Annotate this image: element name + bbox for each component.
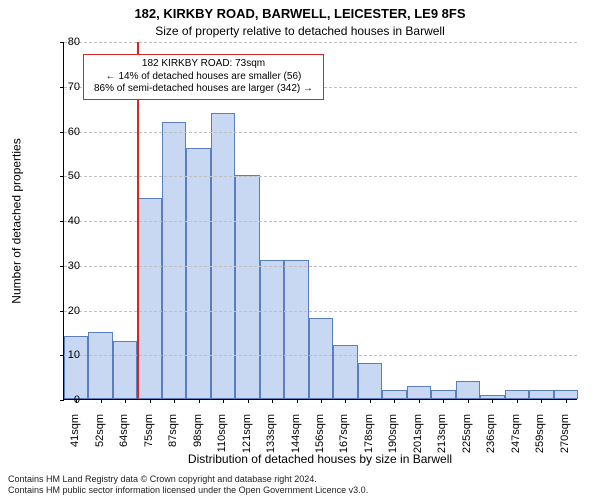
annotation-box: 182 KIRKBY ROAD: 73sqm← 14% of detached … — [83, 54, 324, 100]
gridline-h — [64, 221, 577, 222]
bar — [529, 390, 553, 399]
xtick — [541, 399, 542, 403]
gridline-h — [64, 42, 577, 43]
bar — [382, 390, 406, 399]
chart-container: 182, KIRKBY ROAD, BARWELL, LEICESTER, LE… — [0, 0, 600, 500]
bar — [431, 390, 455, 399]
xtick — [517, 399, 518, 403]
xtick — [419, 399, 420, 403]
xtick — [321, 399, 322, 403]
bar — [235, 175, 259, 399]
bar — [162, 122, 186, 399]
bar — [88, 332, 112, 399]
gridline-h — [64, 311, 577, 312]
ytick-label: 50 — [50, 170, 80, 182]
xtick — [370, 399, 371, 403]
bar — [309, 318, 333, 399]
footer-attribution: Contains HM Land Registry data © Crown c… — [8, 474, 368, 496]
xtick — [566, 399, 567, 403]
chart-title: 182, KIRKBY ROAD, BARWELL, LEICESTER, LE… — [0, 6, 600, 21]
xtick — [272, 399, 273, 403]
xtick — [443, 399, 444, 403]
xaxis-label: Distribution of detached houses by size … — [63, 452, 577, 466]
ytick-label: 10 — [50, 349, 80, 361]
annotation-line1: 182 KIRKBY ROAD: 73sqm — [94, 58, 313, 71]
bar — [113, 341, 137, 399]
bar — [407, 386, 431, 399]
footer-line2: Contains HM public sector information li… — [8, 485, 368, 496]
gridline-h — [64, 355, 577, 356]
xtick — [125, 399, 126, 403]
xtick — [223, 399, 224, 403]
bar — [260, 260, 284, 399]
ytick-label: 70 — [50, 81, 80, 93]
bar — [137, 198, 161, 399]
annotation-line3: 86% of semi-detached houses are larger (… — [94, 83, 313, 96]
xtick — [199, 399, 200, 403]
xtick — [492, 399, 493, 403]
ytick-label: 60 — [50, 126, 80, 138]
bar — [358, 363, 382, 399]
xtick — [248, 399, 249, 403]
bar — [64, 336, 88, 399]
footer-line1: Contains HM Land Registry data © Crown c… — [8, 474, 368, 485]
bar — [456, 381, 480, 399]
xtick — [101, 399, 102, 403]
bar — [333, 345, 357, 399]
xtick — [174, 399, 175, 403]
yaxis-label: Number of detached properties — [10, 42, 24, 400]
xtick — [297, 399, 298, 403]
bar — [284, 260, 308, 399]
xtick — [345, 399, 346, 403]
gridline-h — [64, 176, 577, 177]
ytick-label: 30 — [50, 260, 80, 272]
ytick-label: 40 — [50, 215, 80, 227]
ytick-label: 0 — [50, 394, 80, 406]
xtick — [150, 399, 151, 403]
bar — [186, 148, 210, 399]
gridline-h — [64, 132, 577, 133]
xtick — [394, 399, 395, 403]
ytick-label: 80 — [50, 36, 80, 48]
ytick-label: 20 — [50, 305, 80, 317]
annotation-line2: ← 14% of detached houses are smaller (56… — [94, 71, 313, 84]
xtick — [468, 399, 469, 403]
chart-subtitle: Size of property relative to detached ho… — [0, 24, 600, 38]
gridline-h — [64, 266, 577, 267]
bar — [505, 390, 529, 399]
bar — [554, 390, 578, 399]
